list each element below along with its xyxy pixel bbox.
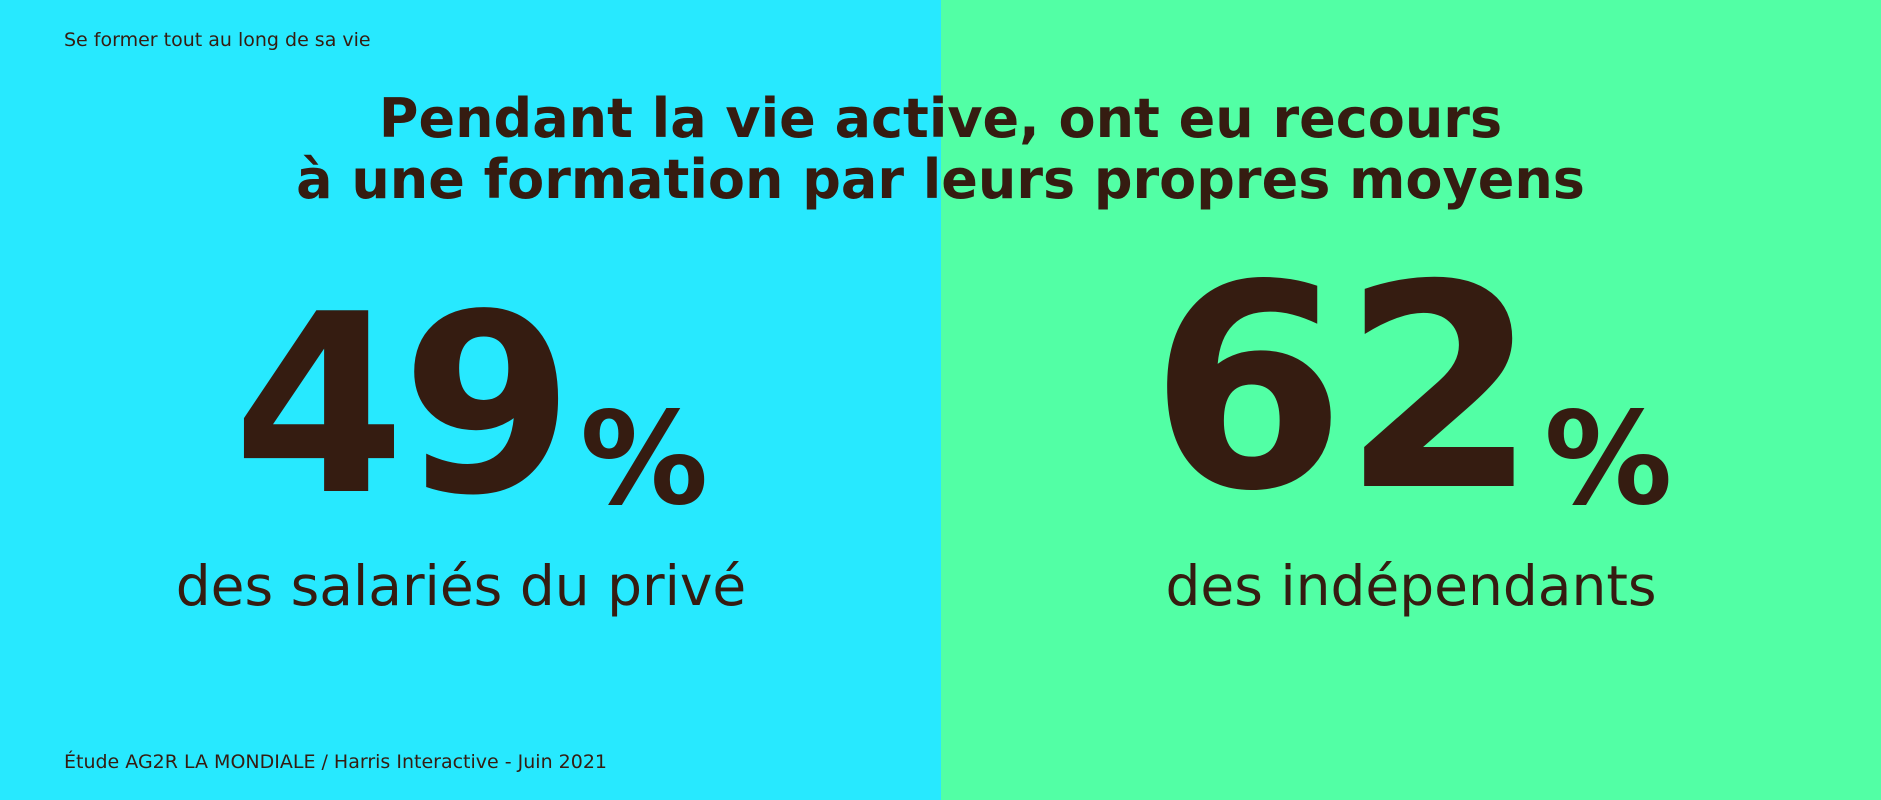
stat-label-private-employees: des salariés du privé <box>175 554 747 618</box>
source-footnote: Étude AG2R LA MONDIALE / Harris Interact… <box>64 751 608 773</box>
headline-line-1: Pendant la vie active, ont eu recours <box>378 87 1503 150</box>
stat-independents: 62 % <box>941 248 1881 534</box>
headline-line-2: à une formation par leurs propres moyens <box>296 148 1585 211</box>
stat-value: 62 <box>1149 224 1538 553</box>
percent-sign: % <box>1544 385 1673 534</box>
right-panel-background <box>941 0 1881 800</box>
section-kicker: Se former tout au long de sa vie <box>64 29 371 51</box>
left-panel-background <box>0 0 941 800</box>
stat-value: 49 <box>232 262 574 550</box>
stat-label-independents: des indépendants <box>1165 554 1657 618</box>
percent-sign: % <box>579 385 709 534</box>
stat-private-employees: 49 % <box>0 282 941 534</box>
headline: Pendant la vie active, ont eu recours à … <box>0 88 1881 210</box>
